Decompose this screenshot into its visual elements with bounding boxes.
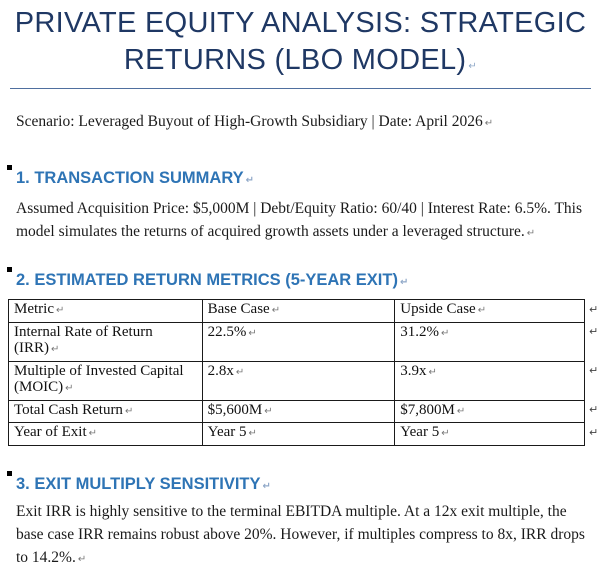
table-header-cell: Upside Case ↵ bbox=[394, 299, 585, 323]
document-title-line1: PRIVATE EQUITY ANALYSIS: STRATEGIC bbox=[14, 5, 587, 42]
section1-heading-text: 1. TRANSACTION SUMMARY bbox=[16, 169, 244, 187]
table-cell: Year 5 ↵ bbox=[201, 422, 396, 446]
end-of-row-cell: ↵ bbox=[584, 423, 600, 446]
paragraph-mark-icon: ↵ bbox=[526, 228, 536, 239]
end-of-cell-mark-icon: ↵ bbox=[441, 327, 450, 339]
table-cell-text: Multiple of Invested Capital (MOIC) bbox=[14, 362, 184, 396]
title-text-line1: PRIVATE EQUITY ANALYSIS: STRATEGIC bbox=[14, 7, 587, 39]
end-of-cell-mark-icon: ↵ bbox=[441, 428, 450, 439]
end-of-row-cell: ↵ bbox=[584, 300, 600, 323]
table-row: Internal Rate of Return (IRR) ↵ 22.5% ↵ 31.2… bbox=[8, 321, 601, 362]
section3-heading-text: 3. EXIT MULTIPLY SENSITIVITY bbox=[16, 474, 261, 493]
table-cell-text: Year 5 bbox=[207, 424, 247, 440]
end-of-cell-mark-icon: ↵ bbox=[88, 428, 98, 439]
table-cell-text: 3.9x bbox=[400, 362, 427, 379]
table-cell-text: 2.8x bbox=[207, 362, 234, 379]
table-cell-text: Metric bbox=[14, 301, 54, 317]
end-of-cell-mark-icon: ↵ bbox=[248, 327, 257, 339]
section3-paragraph: Exit IRR is highly sensitive to the term… bbox=[16, 500, 585, 571]
table-header-row: Metric ↵ Base Case ↵ Upside Case ↵ ↵ bbox=[8, 299, 601, 323]
table-cell-text: 31.2% bbox=[400, 323, 440, 340]
paragraph-mark-icon: ↵ bbox=[399, 277, 409, 288]
table-cell: Total Cash Return ↵ bbox=[8, 399, 203, 423]
document-title: PRIVATE EQUITY ANALYSIS: STRATEGIC RETUR… bbox=[14, 5, 587, 85]
section2-heading: 2. ESTIMATED RETURN METRICS (5-YEAR EXIT… bbox=[7, 267, 585, 293]
paragraph-mark-icon: ↵ bbox=[77, 553, 87, 565]
document-page: PRIVATE EQUITY ANALYSIS: STRATEGIC RETUR… bbox=[0, 5, 601, 566]
table-cell-text: Base Case bbox=[207, 301, 270, 317]
table-header-cell: Metric ↵ bbox=[8, 299, 203, 323]
end-of-cell-mark-icon: ↵ bbox=[65, 383, 74, 394]
section1-paragraph: Assumed Acquisition Price: $5,000M | Deb… bbox=[16, 197, 585, 245]
section1-paragraph-text: Assumed Acquisition Price: $5,000M | Deb… bbox=[16, 200, 583, 240]
table-cell: Year 5 ↵ bbox=[394, 422, 585, 446]
table-cell-text: Year 5 bbox=[400, 424, 440, 440]
end-of-cell-mark-icon: ↵ bbox=[264, 405, 273, 417]
style-anchor-square-icon bbox=[7, 267, 12, 272]
end-of-row-cell: ↵ bbox=[584, 400, 600, 423]
paragraph-mark-icon: ↵ bbox=[484, 118, 494, 129]
table-cell-text: Year of Exit bbox=[14, 424, 87, 440]
table-cell-text: Total Cash Return bbox=[14, 401, 123, 418]
table-row: Total Cash Return ↵ $5,600M ↵ $7,800M ↵ ↵ bbox=[8, 399, 601, 423]
end-of-row-cell: ↵ bbox=[584, 322, 600, 361]
style-anchor-square-icon bbox=[7, 165, 12, 170]
section3-paragraph-text: Exit IRR is highly sensitive to the term… bbox=[16, 502, 585, 566]
table-cell: Internal Rate of Return (IRR) ↵ bbox=[8, 321, 203, 362]
title-divider-rule bbox=[10, 88, 591, 89]
table-cell: 3.9x ↵ bbox=[394, 360, 585, 401]
end-of-cell-mark-icon: ↵ bbox=[124, 405, 134, 417]
table-cell: 31.2% ↵ bbox=[394, 321, 585, 362]
table-cell: Year of Exit ↵ bbox=[8, 422, 203, 446]
end-of-cell-mark-icon: ↵ bbox=[55, 305, 65, 316]
end-of-row-mark-icon: ↵ bbox=[588, 325, 599, 338]
document-title-line2: RETURNS (LBO MODEL) ↵ bbox=[14, 42, 587, 85]
metrics-table: Metric ↵ Base Case ↵ Upside Case ↵ ↵ Internal R… bbox=[8, 299, 601, 446]
end-of-row-mark-icon: ↵ bbox=[588, 425, 599, 439]
section1-heading: 1. TRANSACTION SUMMARY ↵ bbox=[7, 165, 585, 191]
table-cell: $5,600M ↵ bbox=[201, 399, 396, 423]
end-of-cell-mark-icon: ↵ bbox=[51, 344, 60, 355]
paragraph-mark-icon: ↵ bbox=[262, 480, 271, 492]
table-cell: 2.8x ↵ bbox=[201, 360, 396, 401]
table-cell-text: $5,600M bbox=[207, 401, 263, 418]
table-cell-text: $7,800M bbox=[400, 401, 455, 418]
paragraph-mark-icon: ↵ bbox=[468, 61, 478, 72]
section3-heading: 3. EXIT MULTIPLY SENSITIVITY ↵ bbox=[7, 470, 585, 497]
end-of-cell-mark-icon: ↵ bbox=[477, 305, 487, 316]
end-of-row-mark-icon: ↵ bbox=[588, 302, 599, 316]
table-cell: $7,800M ↵ bbox=[394, 399, 585, 423]
table-header-cell: Base Case ↵ bbox=[201, 299, 396, 323]
table-cell-text: Upside Case bbox=[400, 301, 476, 317]
end-of-cell-mark-icon: ↵ bbox=[456, 405, 466, 417]
section2-heading-text: 2. ESTIMATED RETURN METRICS (5-YEAR EXIT… bbox=[16, 271, 398, 289]
end-of-cell-mark-icon: ↵ bbox=[248, 428, 257, 439]
scenario-line: Scenario: Leveraged Buyout of High-Growt… bbox=[16, 113, 585, 133]
table-cell-text: Internal Rate of Return (IRR) bbox=[14, 323, 153, 357]
style-anchor-square-icon bbox=[7, 470, 12, 476]
table-row: Multiple of Invested Capital (MOIC) ↵ 2.8x… bbox=[8, 360, 601, 401]
title-text-line2: RETURNS (LBO MODEL) bbox=[123, 44, 467, 76]
end-of-cell-mark-icon: ↵ bbox=[235, 366, 245, 378]
table-cell-text: 22.5% bbox=[207, 323, 247, 340]
table-row: Year of Exit ↵ Year 5 ↵ Year 5 ↵ ↵ bbox=[8, 422, 601, 446]
table-cell: Multiple of Invested Capital (MOIC) ↵ bbox=[8, 360, 203, 401]
end-of-row-mark-icon: ↵ bbox=[588, 403, 599, 416]
end-of-cell-mark-icon: ↵ bbox=[428, 366, 437, 378]
scenario-text: Scenario: Leveraged Buyout of High-Growt… bbox=[16, 113, 483, 130]
table-cell: 22.5% ↵ bbox=[201, 321, 396, 362]
metrics-table-wrapper: Metric ↵ Base Case ↵ Upside Case ↵ ↵ Internal R… bbox=[8, 299, 601, 446]
end-of-row-mark-icon: ↵ bbox=[588, 364, 599, 377]
end-of-cell-mark-icon: ↵ bbox=[271, 305, 281, 316]
paragraph-mark-icon: ↵ bbox=[245, 175, 255, 186]
end-of-row-cell: ↵ bbox=[584, 361, 600, 400]
